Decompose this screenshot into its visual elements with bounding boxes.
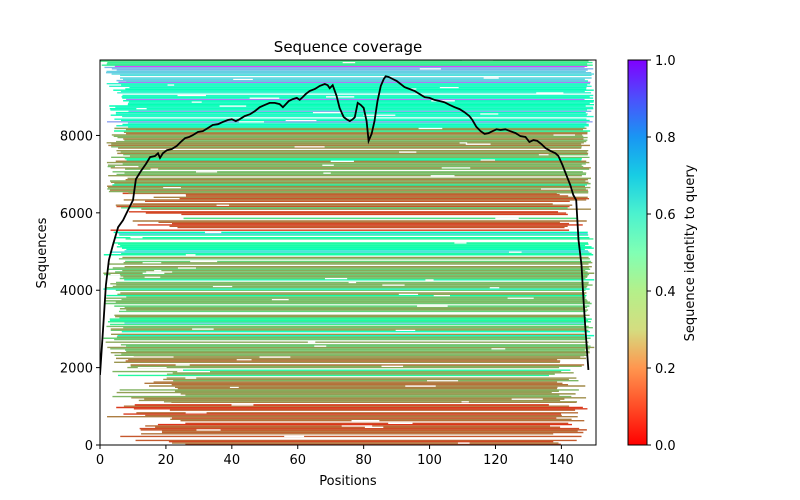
colorbar-label: Sequence identity to query — [683, 164, 698, 341]
coverage-heatmap — [100, 60, 595, 445]
y-axis-label: Sequences — [35, 217, 50, 288]
colorbar-tick-label: 0.8 — [655, 131, 676, 146]
x-tick-label: 80 — [355, 453, 372, 468]
x-axis: 0 20 40 60 80 100 120 140 — [96, 445, 574, 468]
colorbar-axis: 0.0 0.2 0.4 0.6 0.8 1.0 — [647, 54, 676, 454]
x-tick-label: 20 — [158, 453, 175, 468]
colorbar-tick-label: 1.0 — [655, 54, 676, 69]
colorbar — [627, 59, 648, 446]
colorbar-tick-label: 0.0 — [655, 439, 676, 454]
y-axis: 0 2000 4000 6000 8000 — [60, 129, 100, 454]
y-tick-label: 2000 — [60, 362, 93, 377]
x-tick-label: 120 — [483, 453, 508, 468]
x-tick-label: 40 — [224, 453, 241, 468]
y-tick-label: 8000 — [60, 129, 93, 144]
colorbar-tick-label: 0.2 — [655, 362, 676, 377]
chart-title: Sequence coverage — [274, 38, 422, 56]
x-tick-label: 100 — [417, 453, 442, 468]
colorbar-tick-label: 0.4 — [655, 285, 676, 300]
coverage-line — [100, 75, 590, 376]
colorbar-tick-label: 0.6 — [655, 208, 676, 223]
y-tick-label: 6000 — [60, 207, 93, 222]
x-tick-label: 0 — [96, 453, 104, 468]
x-tick-label: 60 — [289, 453, 306, 468]
x-axis-label: Positions — [319, 474, 377, 489]
y-tick-label: 0 — [85, 439, 93, 454]
y-tick-label: 4000 — [60, 284, 93, 299]
plot-frame — [99, 59, 597, 446]
x-tick-label: 140 — [549, 453, 574, 468]
